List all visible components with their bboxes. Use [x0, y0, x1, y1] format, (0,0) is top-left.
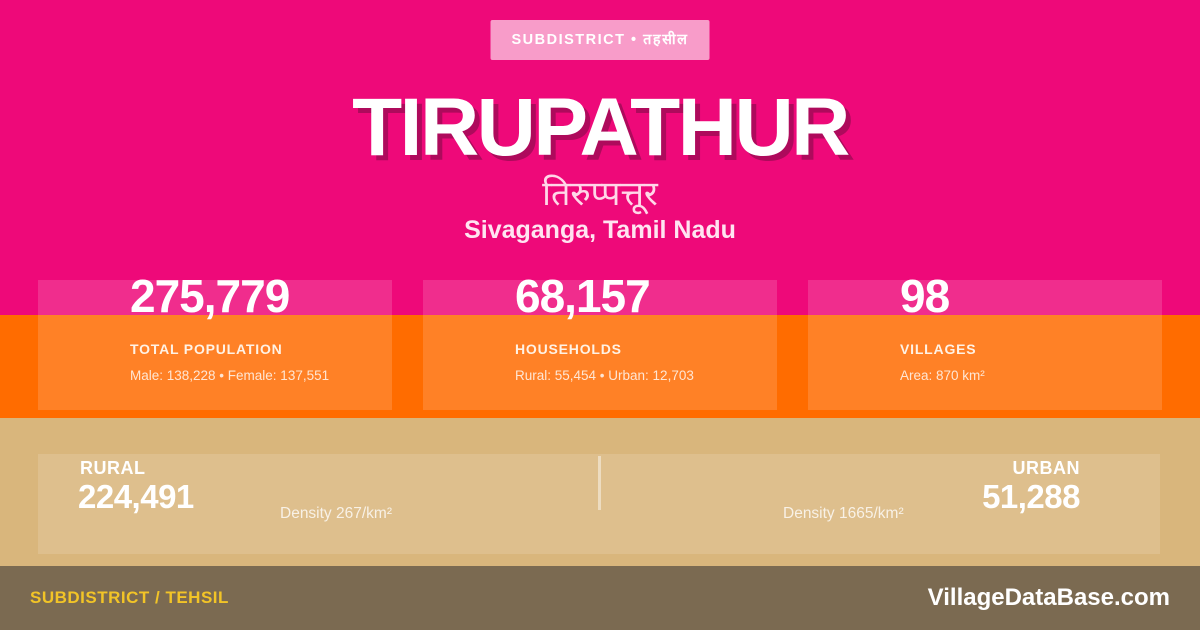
rural-value: 224,491 [78, 478, 194, 515]
villages-value: 98 [900, 270, 950, 322]
total-population-label: TOTAL POPULATION [130, 341, 283, 357]
site-brand: VillageDataBase.com [927, 584, 1170, 611]
orange-band [0, 315, 1200, 418]
villages-label: VILLAGES [900, 341, 977, 357]
villages-detail: Area: 870 km² [900, 368, 985, 383]
stat-card-total-population: 275,779 TOTAL POPULATION Male: 138,228 •… [38, 273, 392, 410]
urban-label: URBAN [1012, 458, 1080, 478]
footer-bar: SUBDISTRICT / TEHSIL VillageDataBase.com [0, 566, 1200, 630]
place-native-name: तिरुप्पत्तूर [542, 174, 658, 214]
place-location: Sivaganga, Tamil Nadu [464, 216, 736, 244]
total-population-detail: Male: 138,228 • Female: 137,551 [130, 368, 330, 383]
rural-density: Density 267/km² [280, 505, 392, 522]
stat-card-villages: 98 VILLAGES Area: 870 km² [808, 273, 1162, 410]
tan-band [0, 418, 1200, 566]
urban-value: 51,288 [982, 478, 1080, 515]
rural-label: RURAL [80, 458, 146, 478]
panel-divider [598, 456, 601, 510]
total-population-value: 275,779 [130, 270, 290, 322]
page-title: TIRUPATHUR [352, 82, 850, 173]
rural-urban-panel: RURAL 224,491 Density 267/km² Density 16… [38, 454, 1160, 554]
households-value: 68,157 [515, 270, 651, 322]
footer-type-label: SUBDISTRICT / TEHSIL [30, 588, 229, 607]
type-badge: SUBDISTRICT • तहसील [490, 20, 710, 60]
stat-card-households: 68,157 HOUSEHOLDS Rural: 55,454 • Urban:… [423, 273, 777, 410]
stats-row: 275,779 TOTAL POPULATION Male: 138,228 •… [38, 273, 1162, 410]
urban-density: Density 1665/km² [783, 505, 904, 522]
type-badge-label: SUBDISTRICT • तहसील [511, 32, 689, 48]
households-detail: Rural: 55,454 • Urban: 12,703 [515, 368, 694, 383]
households-label: HOUSEHOLDS [515, 341, 622, 357]
